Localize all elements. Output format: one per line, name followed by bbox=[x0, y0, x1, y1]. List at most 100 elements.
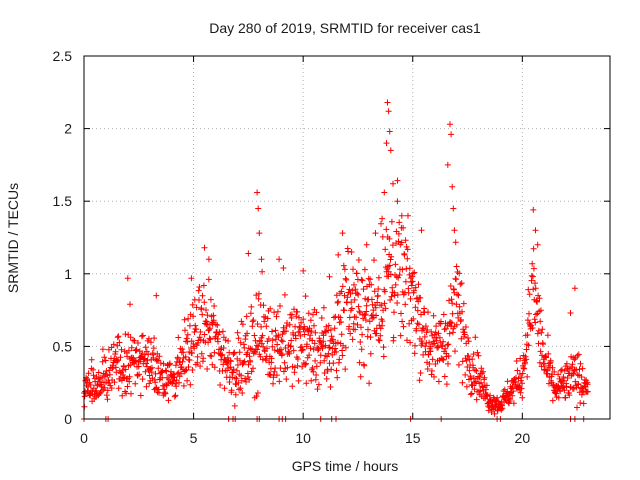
data-point bbox=[382, 305, 389, 312]
data-point bbox=[259, 268, 266, 275]
data-point bbox=[241, 358, 248, 365]
data-point bbox=[312, 357, 319, 364]
data-point bbox=[176, 379, 182, 386]
data-point bbox=[564, 375, 571, 381]
data-point bbox=[348, 249, 355, 255]
data-point bbox=[380, 353, 387, 360]
data-point bbox=[432, 329, 439, 336]
data-point bbox=[280, 368, 287, 375]
data-point bbox=[377, 325, 384, 332]
data-point bbox=[332, 345, 339, 352]
data-point bbox=[453, 276, 460, 283]
data-point bbox=[357, 373, 364, 380]
data-point bbox=[435, 330, 442, 337]
data-point bbox=[380, 344, 387, 351]
data-point bbox=[303, 360, 309, 367]
data-point bbox=[344, 294, 351, 301]
data-point bbox=[459, 308, 465, 315]
data-point bbox=[362, 317, 369, 323]
data-point bbox=[447, 121, 453, 128]
data-point bbox=[453, 321, 460, 328]
data-point bbox=[126, 373, 133, 380]
data-point bbox=[517, 389, 524, 396]
data-point bbox=[455, 361, 462, 368]
data-point bbox=[308, 377, 315, 384]
data-point bbox=[199, 311, 206, 318]
data-point bbox=[198, 350, 205, 357]
y-tick-label: 0 bbox=[64, 411, 72, 427]
data-point bbox=[220, 345, 227, 351]
data-point bbox=[510, 388, 517, 395]
data-point bbox=[537, 348, 544, 355]
data-point bbox=[166, 360, 173, 367]
data-point bbox=[528, 272, 535, 279]
data-point bbox=[188, 275, 195, 282]
data-point bbox=[339, 230, 346, 237]
data-point bbox=[468, 375, 475, 382]
data-point bbox=[172, 392, 179, 399]
data-point bbox=[122, 366, 129, 373]
data-point bbox=[351, 281, 357, 288]
data-point bbox=[150, 345, 157, 352]
data-point bbox=[263, 323, 270, 330]
data-point bbox=[466, 367, 473, 374]
data-point bbox=[566, 392, 573, 399]
data-point bbox=[211, 303, 218, 309]
data-point bbox=[523, 356, 530, 363]
data-point bbox=[106, 371, 113, 378]
data-point bbox=[103, 392, 110, 399]
data-point bbox=[173, 383, 180, 390]
data-point bbox=[311, 322, 317, 329]
data-point bbox=[444, 342, 451, 348]
data-point bbox=[372, 230, 379, 237]
data-point bbox=[348, 299, 355, 306]
data-point bbox=[342, 366, 349, 373]
data-point bbox=[308, 328, 315, 335]
data-point bbox=[181, 316, 188, 323]
data-point bbox=[224, 361, 231, 368]
data-point bbox=[196, 284, 203, 290]
data-point bbox=[311, 340, 318, 347]
data-point bbox=[261, 318, 268, 325]
data-point bbox=[228, 387, 235, 394]
data-point bbox=[254, 321, 261, 327]
data-point bbox=[301, 331, 308, 338]
data-point bbox=[205, 276, 212, 283]
data-point bbox=[347, 290, 354, 297]
data-point bbox=[494, 394, 501, 401]
data-point bbox=[375, 336, 382, 343]
data-point bbox=[376, 337, 383, 344]
data-point bbox=[254, 189, 261, 196]
data-point bbox=[398, 212, 405, 219]
data-point bbox=[472, 367, 478, 373]
data-point bbox=[448, 296, 455, 303]
data-point bbox=[258, 256, 265, 263]
data-point bbox=[152, 385, 159, 392]
data-point bbox=[499, 405, 506, 412]
data-point bbox=[468, 381, 475, 388]
data-point bbox=[320, 332, 327, 339]
data-point bbox=[410, 315, 417, 322]
data-point bbox=[529, 260, 536, 267]
data-point bbox=[313, 309, 320, 316]
data-point bbox=[394, 300, 401, 306]
data-point bbox=[394, 177, 401, 184]
data-point bbox=[303, 380, 310, 387]
data-point bbox=[381, 189, 388, 196]
data-point bbox=[203, 318, 210, 325]
data-point bbox=[472, 334, 479, 341]
data-point bbox=[175, 334, 182, 341]
data-point bbox=[354, 290, 361, 297]
data-point bbox=[367, 350, 374, 357]
data-point bbox=[358, 346, 365, 353]
data-point bbox=[404, 246, 411, 253]
data-point bbox=[544, 332, 551, 339]
data-point bbox=[575, 381, 582, 387]
data-point bbox=[456, 303, 463, 310]
data-point bbox=[537, 318, 544, 325]
data-point bbox=[465, 335, 471, 341]
data-point bbox=[333, 367, 340, 374]
data-point bbox=[584, 381, 591, 388]
data-point bbox=[194, 359, 201, 366]
data-point bbox=[330, 336, 336, 343]
